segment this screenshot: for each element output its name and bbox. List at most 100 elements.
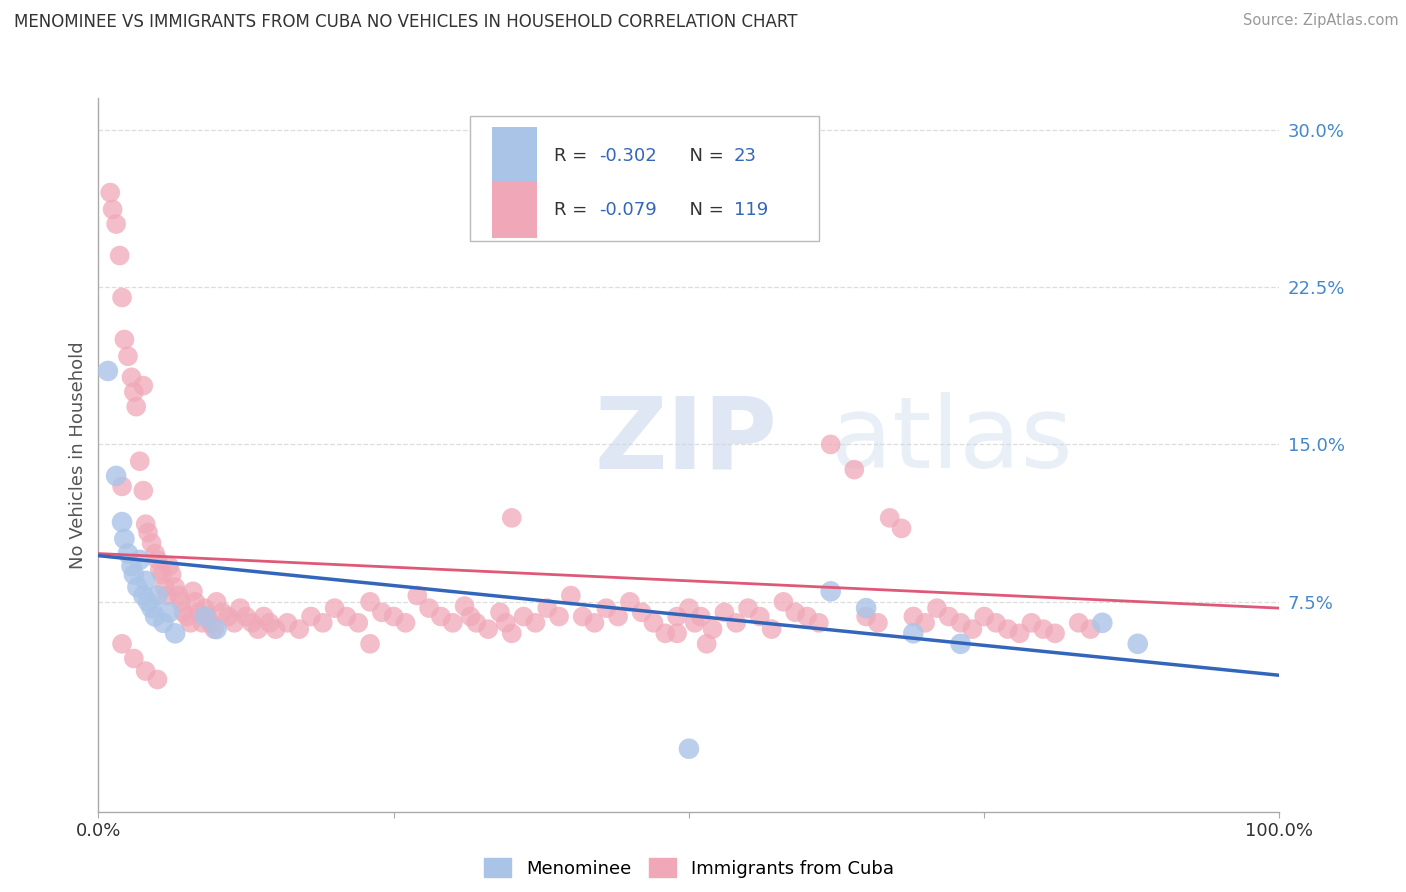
Immigrants from Cuba [253,609,276,624]
Immigrants from Cuba [143,547,166,561]
Immigrants from Cuba [259,615,281,630]
Immigrants from Cuba [136,525,159,540]
Immigrants from Cuba [101,202,124,217]
Immigrants from Cuba [501,626,523,640]
Immigrants from Cuba [229,601,252,615]
Immigrants from Cuba [761,622,783,636]
Immigrants from Cuba [382,609,405,624]
Immigrants from Cuba [495,615,517,630]
Immigrants from Cuba [288,622,311,636]
Immigrants from Cuba [135,517,157,532]
Immigrants from Cuba [418,601,440,615]
Menominee [141,601,163,615]
Immigrants from Cuba [560,589,582,603]
Menominee [143,609,166,624]
Immigrants from Cuba [548,609,571,624]
Menominee [1126,637,1149,651]
Immigrants from Cuba [335,609,357,624]
Text: R =: R = [554,147,593,165]
Immigrants from Cuba [571,609,593,624]
Immigrants from Cuba [696,637,718,651]
Text: -0.302: -0.302 [599,147,657,165]
Immigrants from Cuba [1008,626,1031,640]
Menominee [127,580,149,594]
Text: 119: 119 [734,201,768,219]
Immigrants from Cuba [172,605,194,619]
Immigrants from Cuba [135,664,157,678]
Immigrants from Cuba [1021,615,1043,630]
Immigrants from Cuba [748,609,770,624]
Legend: Menominee, Immigrants from Cuba: Menominee, Immigrants from Cuba [477,851,901,885]
Text: MENOMINEE VS IMMIGRANTS FROM CUBA NO VEHICLES IN HOUSEHOLD CORRELATION CHART: MENOMINEE VS IMMIGRANTS FROM CUBA NO VEH… [14,13,797,31]
Immigrants from Cuba [997,622,1019,636]
Menominee [949,637,972,651]
Menominee [112,532,135,546]
FancyBboxPatch shape [471,116,818,241]
Immigrants from Cuba [160,567,183,582]
Bar [492,128,537,185]
Text: atlas: atlas [831,392,1073,489]
Menominee [146,589,169,603]
Immigrants from Cuba [796,609,818,624]
Text: R =: R = [554,201,593,219]
Immigrants from Cuba [394,615,416,630]
Menominee [157,605,180,619]
Immigrants from Cuba [153,580,176,594]
Immigrants from Cuba [595,601,617,615]
Immigrants from Cuba [122,651,145,665]
Immigrants from Cuba [121,370,143,384]
Immigrants from Cuba [125,400,148,414]
Immigrants from Cuba [465,615,488,630]
Immigrants from Cuba [191,615,214,630]
Immigrants from Cuba [460,609,482,624]
Immigrants from Cuba [111,637,134,651]
Text: Source: ZipAtlas.com: Source: ZipAtlas.com [1243,13,1399,29]
Immigrants from Cuba [654,626,676,640]
Immigrants from Cuba [146,553,169,567]
Immigrants from Cuba [105,217,128,231]
Menominee [128,553,150,567]
Immigrants from Cuba [128,454,150,468]
Menominee [111,515,134,529]
Immigrants from Cuba [890,521,912,535]
Immigrants from Cuba [430,609,453,624]
Immigrants from Cuba [146,673,169,687]
Menominee [903,626,925,640]
Menominee [194,609,217,624]
Immigrants from Cuba [524,615,547,630]
Immigrants from Cuba [914,615,936,630]
Menominee [122,567,145,582]
Menominee [136,595,159,609]
Immigrants from Cuba [785,605,807,619]
Immigrants from Cuba [477,622,499,636]
Text: ZIP: ZIP [595,392,778,489]
Immigrants from Cuba [211,605,233,619]
Immigrants from Cuba [141,536,163,550]
Menominee [820,584,842,599]
Immigrants from Cuba [689,609,711,624]
Immigrants from Cuba [323,601,346,615]
Menominee [105,469,128,483]
Immigrants from Cuba [156,589,179,603]
Menominee [165,626,187,640]
Immigrants from Cuba [643,615,665,630]
Immigrants from Cuba [359,637,381,651]
Immigrants from Cuba [938,609,960,624]
Immigrants from Cuba [359,595,381,609]
Immigrants from Cuba [165,580,187,594]
Immigrants from Cuba [167,589,190,603]
Immigrants from Cuba [683,615,706,630]
Menominee [678,741,700,756]
Immigrants from Cuba [112,333,135,347]
Immigrants from Cuba [195,609,218,624]
Menominee [135,574,157,588]
Immigrants from Cuba [240,615,263,630]
Immigrants from Cuba [108,248,131,262]
Menominee [205,622,228,636]
Immigrants from Cuba [299,609,322,624]
Menominee [855,601,877,615]
Immigrants from Cuba [879,511,901,525]
Immigrants from Cuba [489,605,512,619]
Immigrants from Cuba [217,609,239,624]
Immigrants from Cuba [184,595,207,609]
